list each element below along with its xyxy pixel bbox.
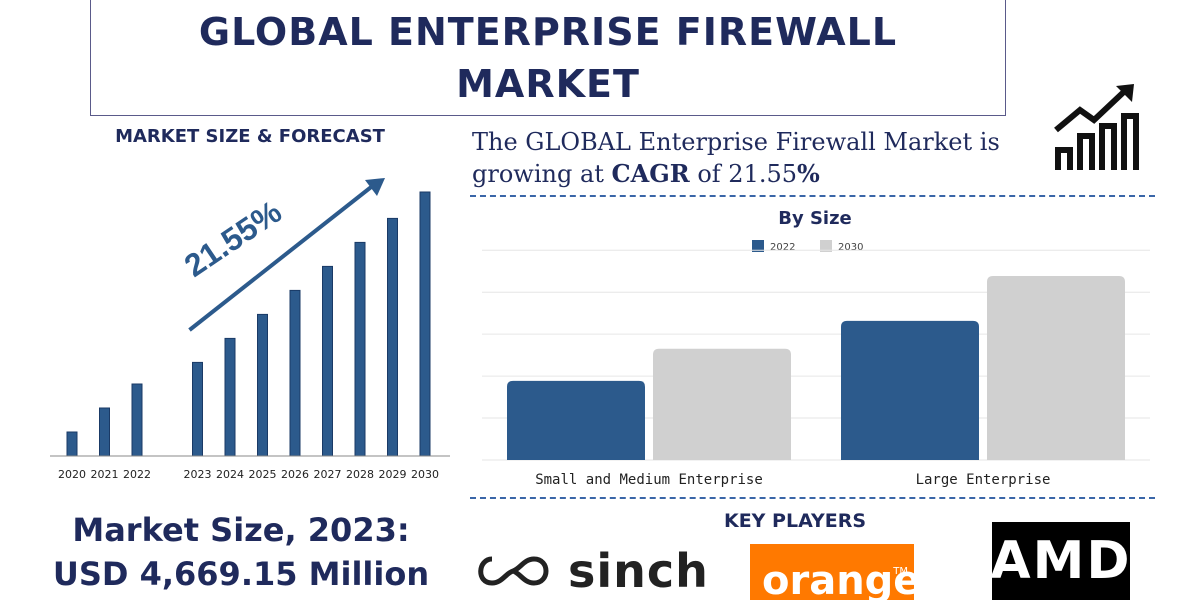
bar-2025 [257, 313, 268, 457]
bar-2022-0 [507, 380, 645, 460]
x-tick-1: Large Enterprise [916, 472, 1051, 488]
x-tick-2021: 2021 [91, 468, 119, 481]
x-tick-2024: 2024 [216, 468, 244, 481]
divider-top [470, 195, 1155, 197]
cagr-statement: The GLOBAL Enterprise Firewall Market is… [472, 126, 1032, 190]
bar-2022 [131, 383, 143, 457]
legend-label-2022: 2022 [770, 242, 795, 253]
legend-swatch-2022 [752, 240, 764, 252]
orange-wordmark: orange [762, 558, 914, 600]
bar-2021 [99, 407, 110, 457]
orange-logo: orange TM [750, 544, 914, 600]
x-tick-2023: 2023 [184, 468, 212, 481]
bar-chart-trend-up-icon [1054, 84, 1139, 170]
legend-swatch-2030 [820, 240, 832, 252]
market-size-footer: Market Size, 2023: USD 4,669.15 Million [0, 508, 482, 596]
market-forecast-chart: 2020 2021 2022 2023 2024 2025 2026 2027 2028 2029… [50, 178, 450, 481]
title-banner: GLOBAL ENTERPRISE FIREWALL MARKET [90, 0, 1006, 116]
cagr-label: CAGR [611, 159, 690, 188]
by-size-chart: By Size 2022 2030 Small and Medium Enterpri… [482, 208, 1150, 488]
cagr-value: of 21.55 [689, 160, 798, 188]
market-size-line2: USD 4,669.15 Million [52, 555, 430, 593]
x-tick-2030: 2030 [411, 468, 439, 481]
cagr-percent-sign: % [797, 159, 820, 188]
x-tick-2028: 2028 [346, 468, 374, 481]
bar-2027 [322, 265, 333, 457]
market-size-line1: Market Size, 2023: [72, 511, 410, 549]
x-tick-2025: 2025 [249, 468, 277, 481]
x-tick-2022: 2022 [123, 468, 151, 481]
x-tick-2029: 2029 [379, 468, 407, 481]
bar-2028 [354, 241, 366, 457]
cagr-annotation: 21.55% [178, 193, 288, 284]
cagr-prefix: The GLOBAL Enterprise Firewall Market is… [472, 128, 1000, 188]
chart-title: By Size [778, 208, 852, 229]
x-tick-2027: 2027 [314, 468, 342, 481]
market-size-heading: MARKET SIZE & FORECAST [115, 126, 385, 147]
page-title: GLOBAL ENTERPRISE FIREWALL MARKET [198, 9, 898, 106]
trend-arrow-line [188, 182, 377, 332]
bar-2024 [224, 337, 236, 457]
sinch-infinity-icon [478, 556, 549, 586]
bar-2020 [66, 431, 78, 457]
trend-arrow-head [365, 178, 385, 196]
bar-2023 [192, 361, 203, 457]
x-tick-0: Small and Medium Enterprise [535, 472, 763, 488]
bar-2029 [387, 217, 398, 457]
amd-logo: AMD [992, 522, 1130, 600]
sinch-wordmark: sinch [568, 544, 709, 598]
key-players-heading: KEY PLAYERS [723, 510, 867, 532]
x-tick-2020: 2020 [58, 468, 86, 481]
orange-trademark: TM [893, 566, 908, 577]
x-tick-2026: 2026 [281, 468, 309, 481]
bar-2030 [419, 191, 431, 457]
bar-2030-1 [987, 275, 1125, 460]
legend-label-2030: 2030 [838, 242, 863, 253]
sinch-logo: sinch [472, 542, 712, 600]
bar-2026 [289, 289, 301, 457]
divider-bottom [470, 497, 1155, 499]
bar-2022-1 [841, 320, 979, 460]
amd-wordmark: AMD [992, 531, 1130, 591]
bar-2030-0 [653, 348, 791, 460]
